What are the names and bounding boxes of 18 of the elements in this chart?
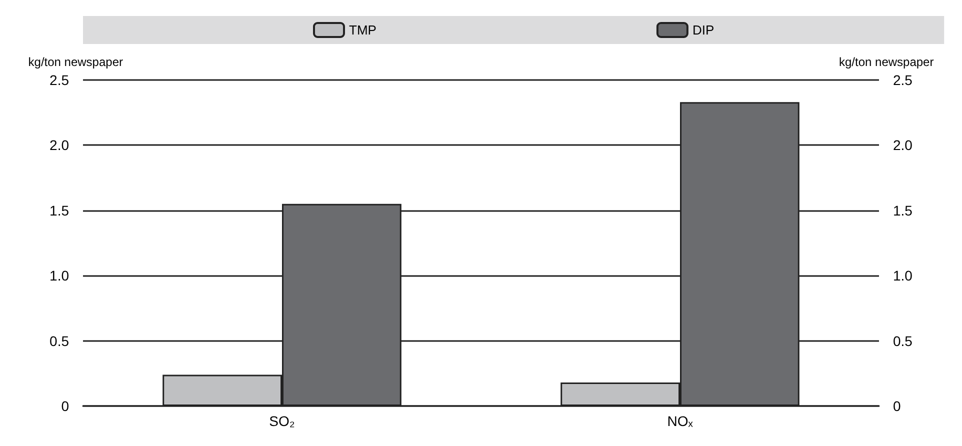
y-tick-label: 1.5: [50, 202, 70, 218]
y-tick-label: 0.5: [50, 332, 70, 349]
y-tick-label: 1.0: [50, 268, 70, 284]
y2-tick-label: 1.0: [893, 268, 913, 284]
y2-tick-label: 0.5: [893, 332, 913, 349]
x-tick-label: SO₂: [269, 413, 295, 429]
y-tick-label: 2.0: [50, 137, 70, 154]
y-tick-label: 2.5: [50, 72, 70, 88]
y2-tick-label: 0: [893, 398, 901, 414]
y2-axis-title: kg/ton newspaper: [839, 55, 934, 69]
y-tick-label: 0: [61, 398, 70, 414]
y-axis-title: kg/ton newspaper: [28, 55, 123, 69]
y2-tick-label: 2.5: [893, 72, 913, 88]
x-tick-label: NOₓ: [667, 413, 694, 429]
legend-label: DIP: [692, 22, 714, 38]
y2-tick-label: 1.5: [893, 202, 913, 218]
y2-tick-label: 2.0: [893, 137, 913, 154]
legend-label: TMP: [349, 22, 376, 38]
